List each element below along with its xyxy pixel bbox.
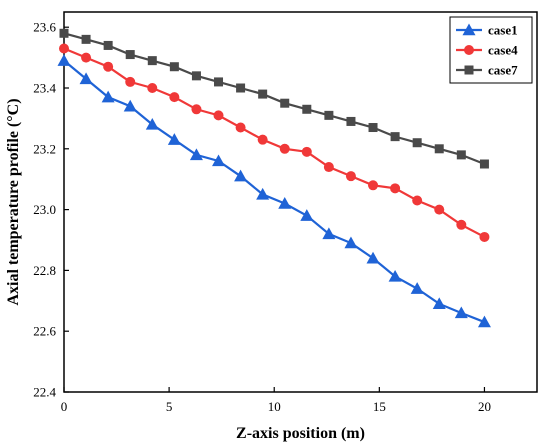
- x-tick-label: 20: [478, 399, 491, 414]
- data-point-case1: [189, 148, 203, 161]
- data-point-case1: [57, 54, 71, 66]
- y-tick-label: 23.0: [33, 202, 56, 217]
- legend-marker-case4: [464, 45, 474, 55]
- data-point-case7: [434, 144, 444, 154]
- x-tick-label: 15: [373, 399, 386, 414]
- data-point-case4: [456, 219, 467, 230]
- data-point-case4: [479, 231, 490, 242]
- y-tick-label: 23.6: [33, 20, 56, 35]
- y-tick-label: 22.4: [33, 385, 56, 400]
- data-point-case4: [368, 180, 379, 191]
- data-point-case1: [278, 197, 292, 209]
- series-case7: [59, 28, 489, 169]
- data-point-case1: [366, 251, 380, 264]
- data-point-case7: [280, 98, 290, 108]
- data-point-case4: [191, 104, 202, 115]
- legend-marker-case7: [464, 65, 474, 75]
- data-point-case1: [79, 72, 93, 85]
- data-point-case4: [169, 92, 180, 103]
- data-point-case1: [300, 209, 314, 221]
- x-tick-label: 10: [268, 399, 281, 414]
- data-point-case4: [301, 146, 312, 157]
- data-point-case1: [123, 99, 137, 112]
- data-point-case7: [236, 83, 246, 93]
- data-point-case7: [191, 71, 201, 81]
- data-point-case1: [322, 227, 336, 240]
- legend: case1 case4 case7: [449, 16, 533, 84]
- data-point-case4: [434, 204, 445, 215]
- series-layer: [57, 28, 491, 328]
- data-point-case7: [479, 159, 489, 169]
- data-point-case4: [412, 195, 423, 206]
- y-tick-label: 22.6: [33, 324, 56, 339]
- data-point-case7: [147, 56, 157, 66]
- data-point-case1: [145, 117, 159, 130]
- y-axis-title: Axial temperature profile (°C): [5, 98, 22, 305]
- data-point-case1: [212, 154, 226, 167]
- data-point-case7: [258, 89, 268, 99]
- y-tick-label: 23.2: [33, 141, 56, 156]
- data-point-case1: [167, 133, 181, 145]
- data-point-case7: [390, 132, 400, 142]
- data-point-case4: [147, 83, 158, 93]
- x-tick-label: 0: [61, 399, 68, 414]
- data-point-case7: [103, 40, 113, 50]
- plot-frame: [63, 11, 538, 393]
- data-point-case7: [125, 50, 135, 60]
- data-point-case4: [345, 171, 356, 182]
- series-case1: [57, 54, 491, 328]
- data-point-case4: [59, 43, 69, 54]
- data-point-case7: [169, 62, 179, 72]
- data-point-case1: [388, 269, 402, 282]
- data-point-case1: [477, 315, 491, 328]
- x-tick-label: 5: [166, 399, 173, 414]
- data-point-case4: [235, 122, 246, 133]
- data-point-case7: [59, 28, 69, 38]
- data-point-case1: [344, 236, 358, 249]
- data-point-case7: [302, 104, 312, 114]
- data-point-case4: [390, 183, 401, 194]
- data-point-case7: [412, 138, 422, 148]
- legend-label-case4: case4: [488, 43, 518, 58]
- data-point-case4: [125, 76, 136, 87]
- data-point-case4: [279, 143, 290, 154]
- legend-label-case1: case1: [488, 23, 518, 38]
- data-point-case7: [368, 123, 378, 133]
- y-tick-label: 22.8: [33, 263, 56, 278]
- data-point-case7: [214, 77, 224, 87]
- data-point-case7: [346, 116, 356, 126]
- legend-marker-case1: [462, 23, 476, 36]
- data-point-case4: [213, 110, 224, 121]
- data-point-case1: [432, 297, 446, 310]
- data-point-case1: [256, 187, 270, 200]
- legend-label-case7: case7: [488, 63, 518, 78]
- data-point-case1: [234, 169, 248, 182]
- data-point-case1: [101, 90, 115, 103]
- data-point-case4: [81, 52, 92, 63]
- axes: 0 5 10 15 20 22.4 22.6 22.8 23.0 23.2 23.4 23.6: [33, 11, 538, 414]
- data-point-case7: [456, 150, 466, 160]
- data-point-case4: [103, 61, 114, 72]
- data-point-case4: [323, 162, 334, 173]
- data-point-case4: [257, 134, 268, 145]
- data-point-case7: [81, 34, 91, 44]
- data-point-case7: [324, 110, 334, 120]
- x-axis-title: Z-axis position (m): [236, 425, 365, 442]
- y-tick-label: 23.4: [33, 81, 56, 96]
- series-case4: [59, 43, 490, 242]
- data-point-case1: [454, 306, 468, 319]
- data-point-case1: [410, 282, 424, 294]
